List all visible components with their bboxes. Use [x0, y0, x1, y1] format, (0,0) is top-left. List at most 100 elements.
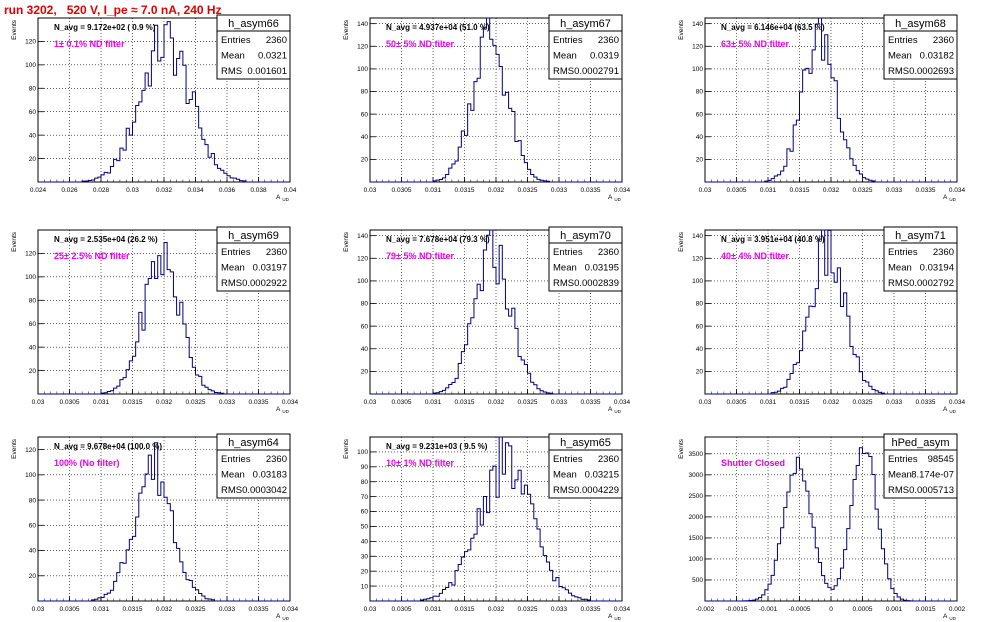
- x-tick-label: 0.034: [282, 606, 299, 613]
- stats-label: Entries: [221, 247, 251, 258]
- stats-label: Mean: [553, 263, 577, 274]
- navg-label: N_avg = 9.231e+03 ( 9.5 %): [386, 442, 488, 451]
- x-tick-label: 0.031: [93, 606, 110, 613]
- histogram-panel-h_asym67: 0.03 0.0305 0.031 0.0315 0.032 0.0325 0.033 0.0…: [343, 14, 631, 202]
- stats-label: Entries: [888, 35, 918, 46]
- x-axis-title: A UD: [608, 406, 622, 414]
- histogram-panel-h_asym65: 0.03 0.0305 0.031 0.0315 0.032 0.0325 0.033 0.0…: [343, 433, 631, 621]
- stats-value: 0.0002792: [909, 278, 954, 289]
- histogram-panel-hPed_asym: -0.002 -0.0015 -0.001 -0.0005 0 0.0005 0.001 0.…: [678, 433, 966, 621]
- y-tick-label: 60: [361, 111, 369, 118]
- x-tick-label: 0.0325: [518, 187, 538, 194]
- stats-value: 2360: [598, 454, 619, 465]
- y-axis-title: Events: [343, 19, 350, 40]
- histogram-line: [705, 447, 957, 602]
- stats-box: [216, 226, 291, 292]
- x-tick-label: 0.0315: [790, 187, 810, 194]
- x-tick-label: 0: [829, 606, 833, 613]
- filter-label: 79± 5% ND filter: [386, 251, 454, 261]
- x-tick-label: 0.033: [551, 187, 568, 194]
- stats-value: 0.03183: [253, 470, 287, 481]
- y-tick-label: 80: [29, 497, 37, 504]
- histogram-panel-h_asym69: 0.03 0.0305 0.031 0.0315 0.032 0.0325 0.033 0.0…: [11, 226, 299, 414]
- stats-box: [548, 14, 623, 80]
- y-tick-label: 20: [29, 368, 37, 375]
- x-tick-label: 0.034: [949, 187, 966, 194]
- stats-label: Mean: [221, 263, 245, 274]
- y-tick-label: 80: [361, 479, 369, 486]
- y-tick-label: 50: [361, 524, 369, 531]
- y-tick-label: 120: [25, 251, 36, 258]
- stats-value: 2360: [933, 35, 954, 46]
- x-tick-label: 0.0305: [60, 606, 80, 613]
- y-tick-label: 20: [29, 156, 37, 163]
- x-axis-title-subscript: UD: [614, 616, 621, 621]
- y-tick-label: 60: [29, 523, 37, 530]
- navg-label: N_avg = 9.678e+04 (100.0 %): [54, 442, 162, 451]
- y-tick-label: 80: [361, 89, 369, 96]
- y-tick-label: 70: [361, 494, 369, 501]
- histogram-line: [370, 17, 622, 183]
- histogram-line: [370, 229, 622, 395]
- histogram-panel-h_asym66: 0.024 0.026 0.028 0.03 0.032 0.034 0.036 0.038 0…: [11, 14, 297, 202]
- y-tick-label: 140: [357, 233, 368, 240]
- y-tick-label: 120: [357, 255, 368, 262]
- x-tick-label: 0.0315: [455, 187, 475, 194]
- x-tick-label: 0.0335: [581, 399, 601, 406]
- stats-value: 0.0002693: [909, 66, 954, 77]
- stats-value: 0.0004229: [574, 485, 619, 496]
- x-tick-label: 0.002: [949, 606, 966, 613]
- filter-label: 63± 5% ND filter: [721, 39, 789, 49]
- x-tick-label: 0.0315: [455, 606, 475, 613]
- histogram-name: h_asym64: [228, 437, 279, 449]
- y-tick-label: 80: [361, 301, 369, 308]
- histogram-name: h_asym70: [560, 230, 611, 242]
- x-axis-title: A UD: [276, 613, 290, 621]
- filter-label: 100% (No filter): [54, 458, 120, 468]
- x-tick-label: 0.0325: [186, 606, 206, 613]
- x-tick-label: 0.0305: [392, 606, 412, 613]
- x-tick-label: 0.028: [93, 187, 110, 194]
- x-tick-label: 0.033: [551, 606, 568, 613]
- filter-label: 40± 4% ND filter: [721, 251, 789, 261]
- x-axis-title-subscript: UD: [282, 409, 289, 414]
- histogram-line: [38, 21, 290, 183]
- x-tick-label: 0.04: [284, 187, 297, 194]
- y-tick-label: 100: [692, 66, 703, 73]
- x-tick-label: 0.034: [949, 399, 966, 406]
- y-tick-label: 2500: [689, 493, 704, 500]
- stats-value: 0.0002791: [574, 66, 619, 77]
- x-tick-label: 0.033: [886, 187, 903, 194]
- x-axis-title: A UD: [608, 194, 622, 202]
- x-axis-title: A UD: [943, 194, 957, 202]
- y-tick-label: 80: [29, 85, 37, 92]
- y-tick-label: 20: [361, 369, 369, 376]
- y-tick-label: 500: [692, 577, 703, 584]
- y-axis-title: Events: [11, 19, 18, 40]
- stats-label: Mean: [888, 470, 912, 481]
- x-tick-label: 0.03: [364, 606, 377, 613]
- y-tick-label: 10: [361, 583, 369, 590]
- stats-label: Entries: [553, 35, 583, 46]
- stats-label: RMS: [221, 278, 242, 289]
- stats-value: 0.0002922: [242, 278, 287, 289]
- x-tick-label: 0.031: [760, 187, 777, 194]
- x-tick-label: 0.0305: [392, 399, 412, 406]
- x-tick-label: 0.0325: [853, 187, 873, 194]
- stats-label: Mean: [553, 470, 577, 481]
- y-tick-label: 3000: [689, 472, 704, 479]
- stats-value: 0.0002839: [574, 278, 619, 289]
- y-tick-label: 120: [357, 43, 368, 50]
- histogram-panel-h_asym71: 0.03 0.0305 0.031 0.0315 0.032 0.0325 0.033 0.0…: [678, 226, 966, 414]
- x-tick-label: 0.032: [156, 399, 173, 406]
- histogram-panel-h_asym64: 0.03 0.0305 0.031 0.0315 0.032 0.0325 0.033 0.0…: [11, 433, 299, 621]
- x-tick-label: 0.0325: [518, 606, 538, 613]
- x-tick-label: 0.034: [614, 187, 631, 194]
- stats-value: 0.0319: [590, 51, 619, 62]
- x-tick-label: 0.034: [187, 187, 204, 194]
- x-axis-title: A UD: [943, 613, 957, 621]
- x-tick-label: 0.033: [551, 399, 568, 406]
- y-tick-label: 20: [696, 157, 704, 164]
- stats-value: 0.03197: [253, 263, 287, 274]
- navg-label: N_avg = 2.535e+04 (26.2 %): [54, 235, 158, 244]
